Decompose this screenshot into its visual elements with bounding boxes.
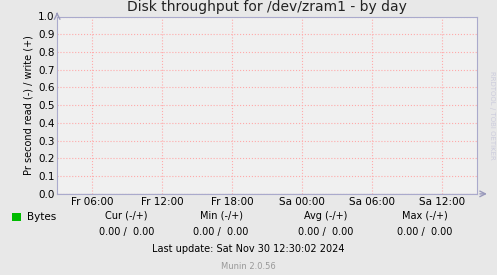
- Text: Avg (-/+): Avg (-/+): [304, 211, 347, 221]
- Text: 0.00 /  0.00: 0.00 / 0.00: [397, 227, 453, 237]
- Text: Max (-/+): Max (-/+): [402, 211, 448, 221]
- Text: Munin 2.0.56: Munin 2.0.56: [221, 262, 276, 271]
- Text: Cur (-/+): Cur (-/+): [105, 211, 148, 221]
- Text: Bytes: Bytes: [27, 212, 57, 222]
- Text: Min (-/+): Min (-/+): [200, 211, 243, 221]
- Y-axis label: Pr second read (-) / write (+): Pr second read (-) / write (+): [24, 35, 34, 175]
- Text: 0.00 /  0.00: 0.00 / 0.00: [193, 227, 249, 237]
- Title: Disk throughput for /dev/zram1 - by day: Disk throughput for /dev/zram1 - by day: [127, 0, 407, 14]
- Text: Last update: Sat Nov 30 12:30:02 2024: Last update: Sat Nov 30 12:30:02 2024: [152, 244, 345, 254]
- Text: 0.00 /  0.00: 0.00 / 0.00: [298, 227, 353, 237]
- Text: RRDTOOL / TOBI OETIKER: RRDTOOL / TOBI OETIKER: [489, 71, 495, 160]
- Text: 0.00 /  0.00: 0.00 / 0.00: [99, 227, 155, 237]
